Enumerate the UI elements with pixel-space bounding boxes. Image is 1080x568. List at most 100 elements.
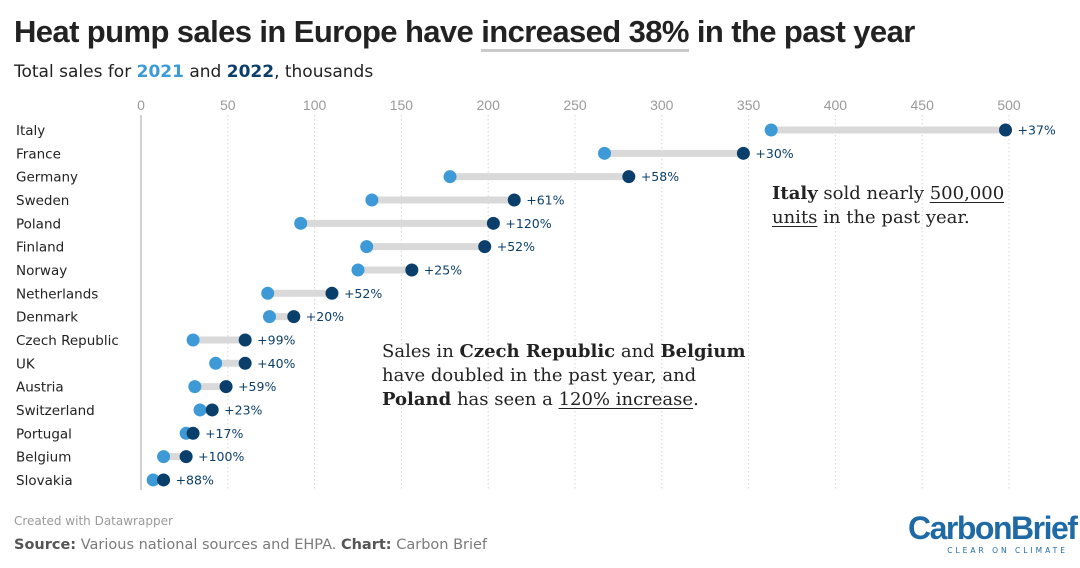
title-highlight: increased 38% xyxy=(481,14,689,52)
dot-2022 xyxy=(186,426,200,440)
source-label: Source: xyxy=(14,537,77,553)
source-text: Various national sources and EHPA. xyxy=(76,537,341,553)
x-tick-label: 350 xyxy=(737,97,761,113)
logo-tagline: CLEAR ON CLIMATE xyxy=(947,546,1068,555)
subtitle-text-start: Total sales for xyxy=(14,62,137,82)
category-label: Czech Republic xyxy=(16,333,119,349)
x-tick-label: 150 xyxy=(390,97,414,113)
change-label: +59% xyxy=(238,379,276,394)
annotation-text: has seen a xyxy=(451,389,559,410)
dot-2022 xyxy=(622,170,636,184)
dot-layer xyxy=(146,123,1013,487)
category-label: Denmark xyxy=(16,310,78,326)
carbon-brief-logo: CarbonBrief CLEAR ON CLIMATE xyxy=(908,510,1078,564)
change-label: +120% xyxy=(505,216,551,231)
dot-2022 xyxy=(238,356,252,370)
chart-subtitle: Total sales for 2021 and 2022, thousands xyxy=(14,62,373,82)
annotation-italy-figure: 500,000 xyxy=(929,183,1005,204)
dot-2021 xyxy=(351,263,365,277)
category-label: Italy xyxy=(16,123,45,139)
x-tick-label: 400 xyxy=(824,97,848,113)
dot-2021 xyxy=(186,333,200,347)
dot-2021 xyxy=(365,193,379,207)
dot-2021 xyxy=(157,450,171,464)
change-label: +52% xyxy=(344,286,382,301)
change-label: +52% xyxy=(497,239,535,254)
dot-2021 xyxy=(764,123,778,137)
subtitle-and: and xyxy=(183,62,227,82)
change-label: +23% xyxy=(224,402,262,417)
change-label: +20% xyxy=(306,309,344,324)
change-label: +17% xyxy=(205,426,243,441)
change-label: +61% xyxy=(526,192,564,207)
dot-2022 xyxy=(179,450,193,464)
annotation-text: and xyxy=(615,341,661,362)
annotation-increase: 120% increase xyxy=(558,389,694,410)
dot-2022 xyxy=(219,380,233,394)
x-tick-label: 300 xyxy=(650,97,674,113)
change-label: +40% xyxy=(257,356,295,371)
change-label: +100% xyxy=(198,449,244,464)
dot-2022 xyxy=(486,216,500,230)
x-axis-ticks: 0 50 100 150 200 250 300 350 400 450 500 xyxy=(137,97,1021,113)
subtitle-year-2022: 2022 xyxy=(226,62,275,82)
dot-2022 xyxy=(736,146,750,160)
category-label: Netherlands xyxy=(16,286,98,302)
source-line: Source: Various national sources and EHP… xyxy=(14,537,487,553)
category-label: Portugal xyxy=(16,426,72,442)
annotation-text: Sales in xyxy=(382,341,460,362)
title-text-start: Heat pump sales in Europe have xyxy=(14,14,482,49)
category-label: Finland xyxy=(16,240,64,256)
change-labels: +37%+30%+58%+61%+120%+52%+25%+52%+20%+99… xyxy=(176,123,1056,488)
change-label: +30% xyxy=(755,146,793,161)
category-label: UK xyxy=(16,356,36,372)
category-label: Switzerland xyxy=(16,403,95,419)
category-labels: Italy France Germany Sweden Poland Finland Nor… xyxy=(16,123,119,489)
category-label: Slovakia xyxy=(16,473,73,489)
chart-credit-label: Chart: xyxy=(340,537,392,553)
dot-2021 xyxy=(193,403,207,417)
annotation-czech: Czech Republic xyxy=(459,341,616,362)
annotation-italy-text-end: in the past year. xyxy=(817,207,970,228)
dot-2022 xyxy=(325,286,339,300)
dot-2022 xyxy=(405,263,419,277)
dot-2021 xyxy=(261,286,275,300)
x-tick-label: 200 xyxy=(477,97,501,113)
annotation-italy-bold: Italy xyxy=(772,183,818,204)
category-label: Poland xyxy=(16,216,61,232)
change-label: +99% xyxy=(257,332,295,347)
annotation-italy-text: sold nearly xyxy=(817,183,930,204)
annotation-text: . xyxy=(693,389,699,410)
dot-2021 xyxy=(598,146,612,160)
grid-layer xyxy=(140,115,1010,490)
dot-2022 xyxy=(507,193,521,207)
dot-2021 xyxy=(188,380,202,394)
annotation-poland: Poland xyxy=(382,389,452,410)
category-label: Sweden xyxy=(16,193,69,209)
logo-wordmark: CarbonBrief xyxy=(908,510,1078,546)
datawrapper-credit: Created with Datawrapper xyxy=(14,514,173,528)
annotation-italy: Italy sold nearly 500,000 units in the pa… xyxy=(772,182,1032,230)
change-label: +25% xyxy=(424,262,462,277)
x-tick-label: 250 xyxy=(563,97,587,113)
annotation-italy-units: units xyxy=(772,207,818,228)
dot-2021 xyxy=(262,310,276,324)
annotation-czech-belgium-poland: Sales in Czech Republic and Belgium have… xyxy=(382,340,782,412)
dot-2021 xyxy=(360,240,374,254)
x-tick-label: 100 xyxy=(303,97,327,113)
x-tick-label: 500 xyxy=(997,97,1021,113)
subtitle-year-2021: 2021 xyxy=(136,62,184,82)
category-label: Austria xyxy=(16,380,64,396)
x-tick-label: 450 xyxy=(911,97,935,113)
dot-2022 xyxy=(999,123,1013,137)
chart-credit-text: Carbon Brief xyxy=(391,537,488,553)
dot-2021 xyxy=(209,356,223,370)
dot-2022 xyxy=(157,473,171,487)
chart-title: Heat pump sales in Europe have increased… xyxy=(14,14,915,52)
dot-2022 xyxy=(478,240,492,254)
subtitle-unit: , thousands xyxy=(274,62,374,82)
category-label: Norway xyxy=(16,263,67,279)
change-label: +37% xyxy=(1018,123,1056,138)
